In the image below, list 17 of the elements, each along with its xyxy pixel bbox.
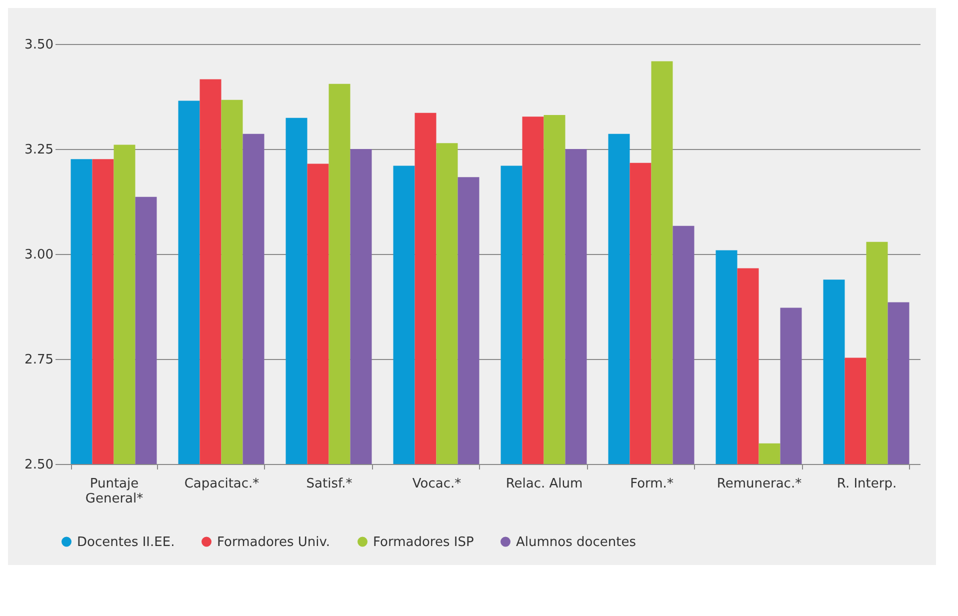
- x-tick-label: Vocac.*: [412, 476, 462, 492]
- x-tick-label: R. Interp.: [836, 476, 897, 492]
- legend-label: Formadores Univ.: [217, 534, 330, 550]
- legend-label: Docentes II.EE.: [77, 534, 175, 550]
- x-tick-label: Remunerac.*: [716, 476, 802, 492]
- x-tick-label: Form.*: [630, 476, 674, 492]
- y-tick-label: 3.50: [24, 38, 54, 52]
- x-tick-label: Relac. Alum: [506, 476, 583, 492]
- x-tick-label: Capacitac.*: [184, 476, 260, 492]
- y-tick-label: 2.50: [24, 458, 54, 472]
- x-tick-label: Satisf.*: [306, 476, 353, 492]
- x-tick-label: Puntaje General*: [85, 476, 144, 506]
- legend-label: Formadores ISP: [373, 534, 474, 550]
- y-tick-label: 3.00: [24, 248, 54, 262]
- legend-label: Alumnos docentes: [516, 534, 636, 550]
- y-tick-label: 3.25: [24, 142, 54, 158]
- y-tick-label: 2.75: [24, 352, 54, 368]
